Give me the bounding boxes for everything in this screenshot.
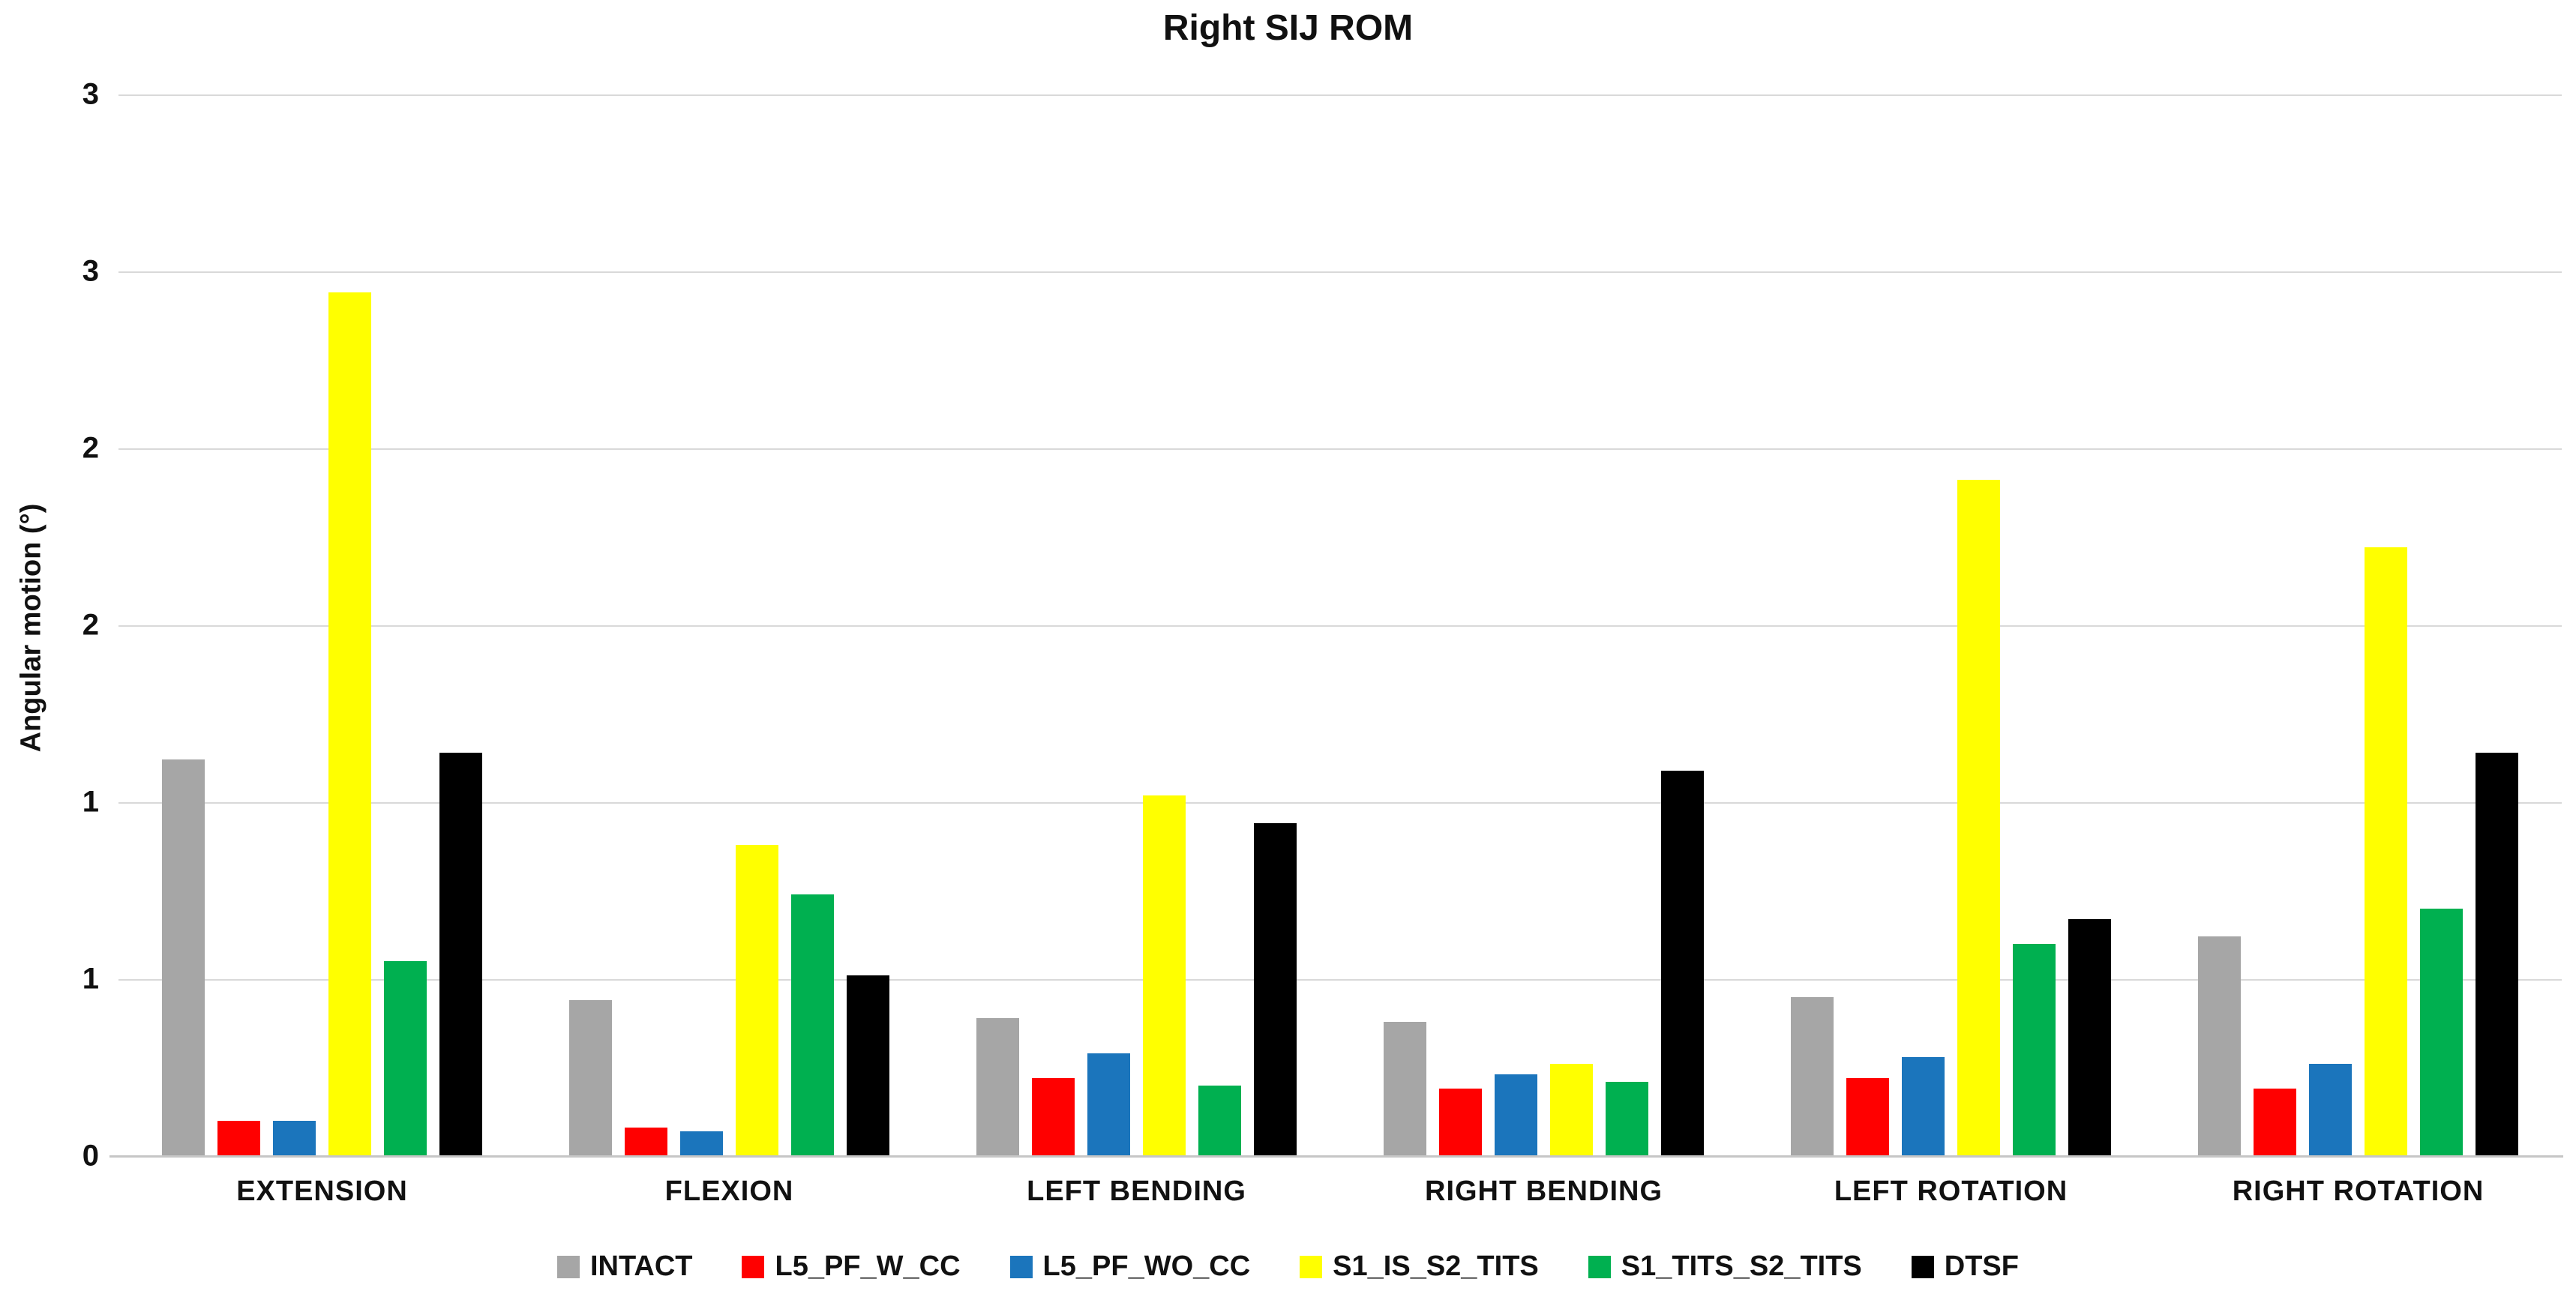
y-tick-label-2: 2 <box>82 431 99 465</box>
gridline-1.5 <box>118 625 2562 627</box>
bar-intact-left-bending <box>976 1017 1019 1156</box>
legend-item-l5_pf_w_cc: L5_PF_W_CC <box>742 1251 961 1283</box>
bar-dtsf-right-bending <box>1661 770 1704 1156</box>
bar-s1_tits_s2_tits-flexion <box>791 894 834 1156</box>
category-label-right-bending: RIGHT BENDING <box>1425 1176 1663 1207</box>
gridline-2.5 <box>118 271 2562 273</box>
legend-item-l5_pf_wo_cc: L5_PF_WO_CC <box>1009 1251 1251 1283</box>
plot-area <box>109 94 2563 1158</box>
bar-dtsf-right-rotation <box>2476 752 2518 1156</box>
bar-s1_is_s2_tits-flexion <box>736 844 778 1156</box>
bar-group-extension <box>118 94 526 1156</box>
legend-item-dtsf: DTSF <box>1911 1251 2019 1283</box>
bar-s1_tits_s2_tits-right-bending <box>1606 1081 1648 1156</box>
bar-s1_tits_s2_tits-right-rotation <box>2420 908 2463 1156</box>
bar-group-left-bending <box>933 94 1340 1156</box>
bar-intact-right-rotation <box>2198 936 2241 1156</box>
bar-s1_tits_s2_tits-extension <box>384 961 427 1156</box>
bar-l5_pf_wo_cc-flexion <box>680 1131 723 1156</box>
bar-dtsf-extension <box>439 752 482 1156</box>
legend-label-l5_pf_w_cc: L5_PF_W_CC <box>775 1251 961 1282</box>
legend-item-intact: INTACT <box>556 1251 693 1283</box>
legend-label-s1_tits_s2_tits: S1_TITS_S2_TITS <box>1621 1251 1862 1282</box>
bar-l5_pf_wo_cc-left-rotation <box>1902 1056 1945 1156</box>
bar-intact-right-bending <box>1384 1021 1426 1156</box>
category-label-left-bending: LEFT BENDING <box>1027 1176 1246 1207</box>
bar-group-left-rotation <box>1747 94 2155 1156</box>
bar-l5_pf_w_cc-right-rotation <box>2254 1089 2296 1156</box>
legend-swatch-intact <box>556 1255 580 1278</box>
bar-s1_is_s2_tits-left-bending <box>1143 795 1186 1156</box>
bar-s1_tits_s2_tits-left-rotation <box>2013 943 2056 1156</box>
bar-l5_pf_w_cc-right-bending <box>1439 1089 1482 1156</box>
bar-intact-left-rotation <box>1791 996 1834 1156</box>
bar-l5_pf_w_cc-extension <box>217 1120 260 1156</box>
bar-l5_pf_wo_cc-right-rotation <box>2309 1064 2352 1156</box>
bar-l5_pf_w_cc-left-rotation <box>1846 1078 1889 1156</box>
bar-group-right-bending <box>1340 94 1747 1156</box>
gridline-3 <box>118 94 2562 96</box>
bar-dtsf-flexion <box>847 975 889 1156</box>
category-label-extension: EXTENSION <box>236 1176 408 1207</box>
bar-intact-extension <box>162 759 205 1156</box>
gridline-2 <box>118 448 2562 450</box>
legend-label-l5_pf_wo_cc: L5_PF_WO_CC <box>1042 1251 1251 1282</box>
bar-l5_pf_wo_cc-extension <box>273 1120 316 1156</box>
y-tick-label-6: 0 <box>82 1139 99 1173</box>
gridline-1 <box>118 802 2562 804</box>
bar-group-flexion <box>526 94 933 1156</box>
bar-l5_pf_w_cc-flexion <box>625 1128 667 1156</box>
x-axis-category-labels: EXTENSION FLEXION LEFT BENDING RIGHT BENDIN… <box>118 1176 2562 1208</box>
x-axis-line <box>109 1155 2563 1158</box>
y-tick-label-4: 1 <box>82 785 99 819</box>
bar-l5_pf_w_cc-left-bending <box>1032 1078 1075 1156</box>
y-tick-label-3: 2 <box>82 608 99 642</box>
bar-dtsf-left-bending <box>1254 823 1297 1156</box>
bar-groups-layer <box>118 94 2562 1156</box>
legend-swatch-s1_is_s2_tits <box>1300 1255 1323 1278</box>
legend: INTACT L5_PF_W_CC L5_PF_WO_CC S1_IS_S2_TITS… <box>0 1251 2576 1283</box>
legend-label-intact: INTACT <box>589 1251 693 1282</box>
gridline-0.5 <box>118 979 2562 981</box>
bar-s1_is_s2_tits-left-rotation <box>1957 480 2000 1156</box>
legend-swatch-dtsf <box>1911 1255 1934 1278</box>
legend-swatch-l5_pf_w_cc <box>742 1255 765 1278</box>
legend-label-s1_is_s2_tits: S1_IS_S2_TITS <box>1333 1251 1539 1282</box>
bar-group-right-rotation <box>2155 94 2562 1156</box>
category-label-flexion: FLEXION <box>664 1176 794 1207</box>
legend-item-s1_tits_s2_tits: S1_TITS_S2_TITS <box>1588 1251 1862 1283</box>
bar-s1_tits_s2_tits-left-bending <box>1198 1085 1241 1156</box>
legend-swatch-l5_pf_wo_cc <box>1009 1255 1033 1278</box>
legend-swatch-s1_tits_s2_tits <box>1588 1255 1611 1278</box>
category-label-right-rotation: RIGHT ROTATION <box>2232 1176 2485 1207</box>
bar-s1_is_s2_tits-right-bending <box>1550 1064 1593 1156</box>
bar-intact-flexion <box>569 1000 612 1156</box>
legend-item-s1_is_s2_tits: S1_IS_S2_TITS <box>1300 1251 1539 1283</box>
bar-l5_pf_wo_cc-right-bending <box>1495 1074 1537 1156</box>
category-label-left-rotation: LEFT ROTATION <box>1834 1176 2068 1207</box>
bar-l5_pf_wo_cc-left-bending <box>1087 1053 1130 1156</box>
bar-s1_is_s2_tits-extension <box>328 292 371 1156</box>
chart-title: Right SIJ ROM <box>1162 8 1414 48</box>
y-tick-label-1: 3 <box>82 254 99 288</box>
y-tick-label-0: 3 <box>82 77 99 111</box>
bar-dtsf-left-rotation <box>2068 918 2111 1156</box>
bar-s1_is_s2_tits-right-rotation <box>2365 547 2407 1156</box>
legend-label-dtsf: DTSF <box>1944 1251 2019 1282</box>
y-tick-label-5: 1 <box>82 962 99 996</box>
